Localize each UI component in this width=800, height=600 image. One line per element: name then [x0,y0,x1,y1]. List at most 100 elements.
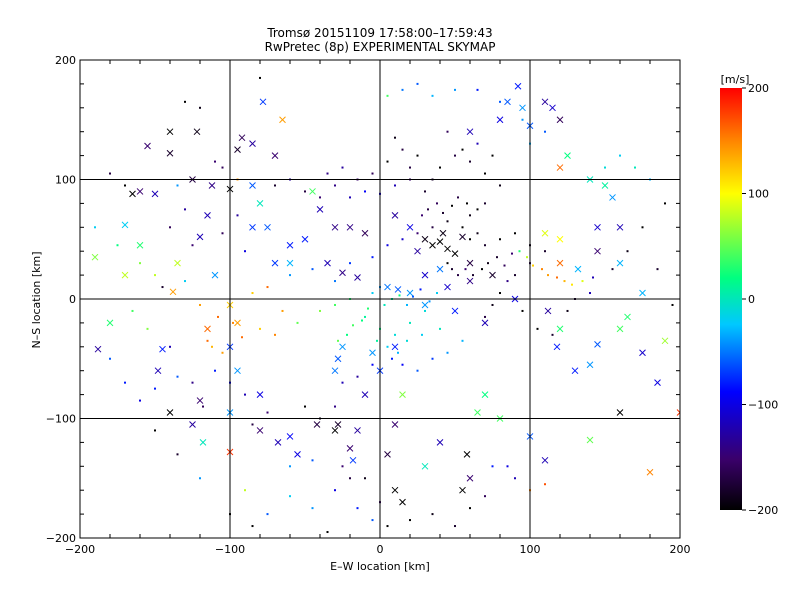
data-point-x [249,140,256,148]
data-point-dot [184,280,186,283]
data-point-dot [304,190,306,193]
data-point-dot [266,513,269,516]
data-point-dot [514,232,516,235]
data-point-x [391,486,399,494]
data-point-dot [469,160,471,163]
data-point-dot [451,204,453,207]
data-point-x [256,391,264,398]
data-point-dot [367,307,369,310]
data-point-x [414,247,421,255]
data-point-dot [266,411,269,414]
data-point-dot [466,202,468,205]
data-point-dot [169,226,171,229]
data-point-x [106,319,114,327]
data-point-x [274,439,282,446]
data-point-dot [371,292,374,295]
data-point-dot [221,232,224,235]
data-point-x [661,337,669,345]
data-point-x [514,82,522,90]
data-point-dot [416,369,419,372]
data-point-dot [394,333,396,336]
data-point-dot [481,268,483,271]
data-point-dot [199,303,201,306]
data-point-dot [451,268,453,271]
data-point-x [594,341,601,348]
data-point-x [594,247,601,255]
data-point-dot [563,280,566,283]
data-point-dot [232,321,234,324]
data-point-x [586,361,594,369]
data-point-dot [311,459,314,462]
data-point-dot [334,405,336,408]
data-point-dot [476,142,479,145]
data-point-dot [416,154,419,157]
data-point-x [544,307,552,315]
data-point-x [574,265,582,273]
data-point-x [436,439,444,446]
data-point-x [394,286,402,293]
data-point-dot [566,309,569,312]
data-point-dot [442,211,444,214]
data-point-x [541,98,549,106]
data-point-dot [341,465,344,468]
data-point-x [406,223,414,231]
data-point-dot [266,286,269,289]
data-point-dot [431,226,434,229]
data-point-dot [484,495,486,498]
data-point-x [301,235,309,243]
data-point-x [331,427,339,434]
data-point-dot [431,94,434,97]
data-point-x [399,498,406,506]
data-point-x [439,229,447,237]
data-point-dot [244,250,246,253]
data-point-x [481,319,489,327]
data-point-x [564,152,571,159]
y-tick-label: 0 [69,293,76,306]
data-point-dot [401,148,404,151]
data-point-dot [337,339,339,342]
data-point-dot [394,184,396,187]
data-point-dot [386,525,389,528]
data-point-dot [511,252,513,255]
data-point-dot [484,202,486,205]
data-point-dot [641,226,644,229]
data-point-x [466,128,474,136]
data-point-x [541,456,549,464]
data-point-dot [427,208,429,211]
data-point-x [271,259,279,267]
chart-title: Tromsø 20151109 17:58:00–17:59:43 [266,26,492,40]
data-point-dot [251,423,254,426]
data-point-dot [356,507,359,510]
data-point-dot [341,166,344,169]
data-point-dot [364,315,366,318]
data-point-x [286,259,294,267]
colorbar-tick-label: 0 [748,293,755,306]
data-point-dot [109,357,111,360]
data-point-dot [334,280,336,283]
data-point-dot [217,315,219,318]
y-tick-label: −200 [46,532,76,545]
data-point-dot [371,172,374,175]
data-point-dot [526,256,528,259]
data-point-dot [476,208,479,211]
data-point-dot [409,166,411,169]
data-point-dot [236,214,239,217]
data-point-dot [457,196,459,199]
data-point-x [391,421,399,428]
data-point-x [196,233,204,241]
data-point-dot [184,208,186,211]
x-tick-label: 0 [377,543,384,556]
data-point-x [624,313,631,321]
data-point-dot [244,393,246,396]
data-point-x [406,289,414,297]
data-point-dot [457,274,459,277]
data-point-x [256,200,264,207]
data-point-dot [109,172,111,175]
data-point-dot [311,507,314,510]
grid-lines [80,60,680,538]
data-point-dot [551,333,554,336]
data-point-x [361,391,369,398]
data-point-dot [371,363,374,366]
data-point-dot [421,214,423,217]
data-point-x [174,259,181,267]
